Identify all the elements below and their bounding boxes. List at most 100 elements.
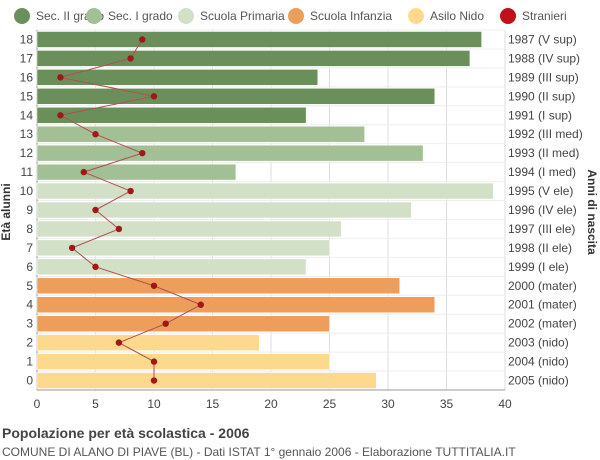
stranieri-point	[92, 263, 99, 271]
y-tick-label: 15	[20, 89, 34, 103]
bar	[36, 277, 400, 295]
y-axis-right-title: Anni di nascita	[585, 169, 599, 255]
x-tick-label: 20	[264, 397, 278, 411]
x-tick-label: 30	[381, 397, 395, 411]
y-tick-label: 2	[26, 336, 33, 350]
bar	[36, 182, 494, 200]
y-tick-label: 9	[26, 203, 33, 217]
birth-year-label: 1992 (III med)	[508, 127, 583, 141]
bar	[36, 107, 307, 124]
y-tick-label: 16	[20, 70, 34, 84]
x-tick-label: 40	[498, 397, 512, 411]
legend-label: Stranieri	[522, 9, 567, 23]
stranieri-point	[150, 358, 158, 365]
bar	[36, 50, 471, 67]
stranieri-point	[162, 320, 169, 327]
birth-year-label: 1997 (III ele)	[508, 222, 575, 236]
y-tick-label: 0	[26, 374, 33, 388]
birth-year-label: 1989 (III sup)	[508, 70, 579, 84]
birth-year-label: 1995 (V ele)	[508, 184, 573, 198]
bar	[36, 31, 482, 48]
birth-year-label: 2000 (mater)	[508, 279, 577, 293]
stranieri-point	[57, 74, 64, 81]
bar	[36, 372, 377, 389]
legend-label: Scuola Primaria	[200, 9, 285, 23]
y-tick-label: 12	[20, 146, 34, 160]
legend-item: Scuola Infanzia	[288, 6, 392, 26]
legend-item: Stranieri	[500, 6, 567, 26]
birth-year-label: 1994 (I med)	[508, 165, 576, 179]
legend-swatch	[86, 8, 102, 24]
x-tick-label: 5	[92, 397, 99, 411]
bar	[36, 125, 365, 143]
bar	[36, 239, 330, 257]
stranieri-point	[80, 168, 88, 176]
birth-year-label: 1990 (II sup)	[508, 89, 575, 103]
stranieri-point	[115, 225, 123, 233]
bar	[36, 296, 436, 313]
legend-swatch	[408, 8, 424, 24]
y-tick-label: 10	[20, 184, 34, 198]
stranieri-point	[127, 187, 134, 195]
stranieri-point	[139, 36, 146, 43]
chart-legend: Sec. II grado Sec. I grado Scuola Primaria…	[0, 6, 600, 26]
legend-label: Scuola Infanzia	[310, 9, 393, 23]
stranieri-point	[197, 301, 204, 308]
legend-item: Asilo Nido	[408, 6, 484, 26]
x-tick-label: 10	[147, 397, 161, 411]
birth-year-label: 1993 (II med)	[508, 146, 579, 160]
birth-year-label: 2005 (nido)	[508, 374, 569, 388]
y-tick-label: 1	[26, 355, 33, 369]
bar	[36, 353, 330, 370]
y-axis-title: Età alunni	[0, 183, 13, 240]
stranieri-point	[92, 206, 99, 214]
birth-year-label: 2003 (nido)	[508, 336, 569, 350]
stranieri-point	[68, 244, 76, 252]
x-tick-label: 25	[323, 397, 337, 411]
y-tick-label: 3	[26, 317, 33, 331]
stranieri-point	[150, 377, 158, 384]
birth-year-label: 1996 (IV ele)	[508, 203, 577, 217]
legend-label: Asilo Nido	[430, 9, 485, 23]
stranieri-point	[127, 55, 134, 62]
bar	[36, 69, 319, 86]
bar	[36, 201, 412, 219]
stranieri-point	[150, 93, 158, 100]
bar	[36, 88, 436, 105]
bar	[36, 258, 307, 276]
y-tick-label: 13	[20, 127, 34, 141]
stranieri-point	[57, 112, 64, 119]
y-tick-label: 18	[20, 32, 34, 46]
birth-year-label: 1987 (V sup)	[508, 32, 577, 46]
x-tick-label: 35	[440, 397, 454, 411]
y-tick-label: 11	[21, 165, 34, 179]
legend-item: Scuola Primaria	[178, 6, 285, 26]
y-tick-label: 8	[26, 222, 33, 236]
legend-label: Sec. I grado	[108, 9, 173, 23]
stranieri-line	[57, 36, 204, 384]
legend-swatch	[288, 8, 304, 24]
legend-swatch	[500, 8, 516, 24]
birth-year-label: 1988 (IV sup)	[508, 51, 580, 65]
legend-swatch	[178, 8, 194, 24]
birth-year-label: 2002 (mater)	[508, 317, 577, 331]
x-tick-label: 0	[34, 397, 41, 411]
y-tick-label: 7	[26, 241, 33, 255]
stranieri-point	[150, 282, 158, 289]
legend-item: Sec. I grado	[86, 6, 173, 26]
y-tick-label: 17	[20, 51, 34, 65]
stranieri-point	[139, 149, 146, 157]
bar	[36, 334, 260, 351]
birth-year-label: 2001 (mater)	[508, 298, 577, 312]
chart-source: COMUNE DI ALANO DI PIAVE (BL) - Dati IST…	[2, 445, 516, 459]
legend-swatch	[14, 8, 30, 24]
stranieri-point	[115, 339, 123, 346]
x-tick-label: 15	[206, 397, 220, 411]
birth-year-label: 1991 (I sup)	[508, 108, 572, 122]
bar	[36, 163, 237, 181]
y-tick-label: 4	[26, 298, 33, 312]
bar	[36, 220, 342, 238]
birth-year-label: 2004 (nido)	[508, 355, 569, 369]
